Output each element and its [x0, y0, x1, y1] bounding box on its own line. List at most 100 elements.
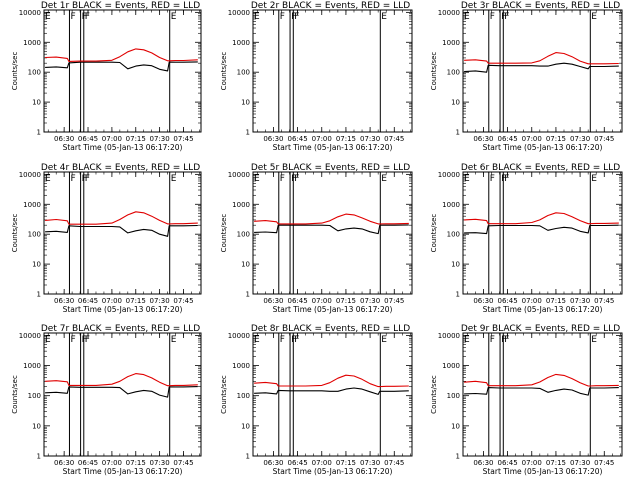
x-tick-label: 06:30	[473, 135, 493, 143]
marker-label: E	[254, 174, 260, 184]
y-tick-label: 1000	[232, 39, 250, 47]
x-tick-label: 06:45	[497, 297, 517, 305]
y-tick-label: 10	[241, 261, 250, 269]
y-axis-label: Counts/sec	[11, 214, 19, 253]
y-tick-label: 1000	[23, 201, 41, 209]
x-tick-label: 07:30	[570, 297, 590, 305]
panel: Det 1r BLACK = Events, RED = LLD 1 10 100 10…	[11, 1, 202, 152]
series-line	[45, 386, 198, 398]
plot-frame	[43, 171, 202, 295]
y-axis-label: Counts/sec	[11, 52, 19, 91]
marker-label: F	[490, 174, 495, 184]
y-axis-label: Counts/sec	[430, 214, 438, 253]
plot-frame	[462, 9, 623, 133]
y-axis-label: Counts/sec	[430, 375, 438, 414]
x-tick-label: 07:30	[150, 459, 170, 467]
x-tick-label: 07:00	[102, 297, 122, 305]
x-tick-label: 07:45	[173, 459, 193, 467]
chart-title: Det 9r BLACK = Events, RED = LLD	[461, 324, 620, 334]
marker-label: E	[45, 12, 51, 22]
series-line	[254, 224, 409, 235]
marker-label: E	[591, 12, 597, 22]
x-axis-label: Start Time (05-Jan-13 06:17:20)	[483, 467, 603, 476]
x-tick-label: 06:30	[473, 459, 493, 467]
x-tick-label: 07:00	[522, 297, 542, 305]
marker-label: F	[85, 174, 90, 184]
series-line	[254, 213, 409, 225]
y-tick-label: 1	[456, 129, 460, 137]
x-tick-label: 07:15	[336, 459, 356, 467]
x-tick-label: 06:45	[497, 135, 517, 143]
marker-label: E	[464, 12, 470, 22]
y-tick-label: 100	[237, 69, 250, 77]
x-tick-label: 07:15	[336, 297, 356, 305]
y-tick-label: 10000	[438, 171, 460, 179]
x-axis-label: Start Time (05-Jan-13 06:17:20)	[483, 143, 603, 152]
x-tick-label: 06:45	[78, 459, 98, 467]
series-line	[45, 61, 198, 72]
y-tick-label: 1	[37, 291, 41, 299]
x-tick-label: 07:45	[594, 297, 614, 305]
x-tick-label: 06:30	[54, 135, 74, 143]
chart-title: Det 1r BLACK = Events, RED = LLD	[41, 1, 200, 11]
y-tick-label: 10000	[228, 171, 250, 179]
x-tick-label: 06:45	[287, 459, 307, 467]
y-tick-label: 1	[456, 291, 460, 299]
x-tick-label: 07:00	[522, 135, 542, 143]
x-axis-label: Start Time (05-Jan-13 06:17:20)	[63, 305, 183, 314]
marker-label: E	[45, 174, 51, 184]
marker-label: E	[254, 335, 260, 345]
panel: Det 9r BLACK = Events, RED = LLD 1 10 100 10…	[430, 324, 623, 476]
marker-label: F	[504, 174, 509, 184]
plot-frame	[462, 171, 623, 295]
x-tick-label: 07:30	[360, 459, 380, 467]
x-tick-label: 06:30	[54, 459, 74, 467]
x-axis-label: Start Time (05-Jan-13 06:17:20)	[63, 143, 183, 152]
plot-frame	[252, 332, 413, 457]
x-axis-label: Start Time (05-Jan-13 06:17:20)	[273, 305, 393, 314]
marker-label: F	[70, 335, 75, 345]
x-tick-label: 06:45	[287, 297, 307, 305]
y-tick-label: 1	[37, 129, 41, 137]
y-tick-label: 1000	[23, 362, 41, 370]
x-tick-label: 07:45	[594, 459, 614, 467]
marker-label: E	[464, 335, 470, 345]
plot-frame	[252, 9, 413, 133]
series-line	[45, 224, 198, 237]
series-line	[464, 387, 619, 396]
marker-label: F	[294, 12, 299, 22]
y-tick-label: 10	[32, 261, 41, 269]
y-tick-label: 100	[237, 231, 250, 239]
x-tick-label: 07:45	[384, 297, 404, 305]
marker-label: E	[254, 12, 260, 22]
series-line	[45, 48, 198, 62]
x-tick-label: 06:45	[287, 135, 307, 143]
y-tick-label: 10	[241, 422, 250, 430]
panel: Det 6r BLACK = Events, RED = LLD 1 10 100 10…	[430, 163, 623, 314]
marker-label: E	[171, 174, 177, 184]
y-tick-label: 1000	[442, 362, 460, 370]
y-tick-label: 10	[32, 422, 41, 430]
y-tick-label: 100	[28, 69, 41, 77]
marker-label: F	[504, 335, 509, 345]
y-tick-label: 1	[246, 291, 250, 299]
y-tick-label: 1000	[442, 201, 460, 209]
plot-frame	[43, 9, 202, 133]
y-tick-label: 10000	[438, 9, 460, 17]
y-tick-label: 10	[451, 422, 460, 430]
x-axis-label: Start Time (05-Jan-13 06:17:20)	[273, 143, 393, 152]
series-line	[464, 52, 619, 65]
y-tick-label: 1	[246, 453, 250, 461]
x-tick-label: 07:15	[546, 459, 566, 467]
marker-label: E	[381, 12, 387, 22]
marker-label: F	[280, 174, 285, 184]
x-tick-label: 07:15	[126, 135, 146, 143]
chart-title: Det 4r BLACK = Events, RED = LLD	[41, 163, 200, 173]
marker-label: E	[45, 335, 51, 345]
plot-frame	[252, 171, 413, 295]
marker-label: F	[280, 12, 285, 22]
marker-label: E	[171, 12, 177, 22]
panel: Det 4r BLACK = Events, RED = LLD 1 10 100 10…	[11, 163, 202, 314]
y-tick-label: 1	[246, 129, 250, 137]
